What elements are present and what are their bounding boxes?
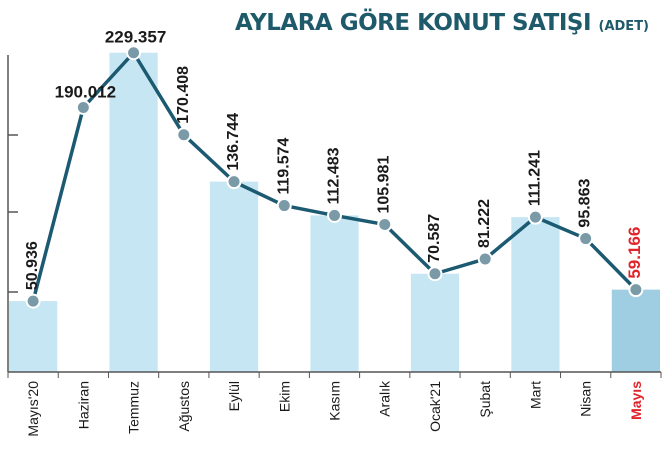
point-1 — [75, 100, 91, 116]
data-label-10: 111.241 — [526, 150, 543, 206]
data-label-2: 229.357 — [105, 28, 166, 47]
point-9 — [477, 251, 493, 267]
point-6 — [327, 207, 342, 223]
point-5 — [276, 198, 292, 214]
data-label-11: 95.863 — [577, 179, 594, 228]
data-label-4: 136.744 — [225, 113, 242, 171]
point-3 — [176, 127, 192, 143]
data-label-1: 190.012 — [55, 83, 116, 102]
x-tick-label-10: Mart — [527, 381, 543, 409]
data-label-3: 170.408 — [175, 66, 192, 124]
point-8 — [427, 266, 443, 282]
x-tick-label-3: Ağustos — [176, 381, 192, 432]
point-10 — [527, 209, 543, 225]
data-label-9: 81.222 — [476, 199, 493, 248]
point-4 — [226, 174, 242, 190]
x-tick-label-6: Kasım — [327, 381, 343, 421]
chart-title: AYLARA GÖRE KONUT SATIŞI (ADET) — [235, 10, 649, 36]
data-label-7: 105.981 — [376, 156, 393, 214]
point-2 — [126, 45, 142, 61]
band-8 — [410, 273, 460, 372]
band-0 — [9, 301, 58, 372]
band-2 — [109, 52, 158, 373]
x-tick-label-8: Ocak'21 — [427, 381, 443, 432]
x-tick-label-0: Mayıs'20 — [25, 381, 41, 437]
point-11 — [578, 231, 594, 247]
x-tick-label-1: Haziran — [75, 381, 91, 429]
chart-title-text: AYLARA GÖRE KONUT SATIŞI — [235, 10, 592, 36]
point-12 — [628, 282, 644, 298]
x-tick-label-5: Ekim — [276, 381, 292, 412]
band-6 — [310, 215, 359, 372]
data-label-0: 50.936 — [24, 241, 41, 290]
x-tick-label-4: Eylül — [226, 381, 242, 411]
x-tick-label-12: Mayıs — [628, 381, 644, 420]
band-4 — [209, 181, 259, 372]
data-label-5: 119.574 — [275, 137, 292, 194]
band-12 — [611, 289, 660, 372]
band-10 — [511, 217, 560, 372]
x-tick-label-2: Temmuz — [126, 381, 142, 434]
x-tick-label-9: Şubat — [477, 381, 493, 418]
x-tick-label-11: Nisan — [578, 381, 594, 417]
x-tick-label-7: Aralık — [377, 380, 393, 417]
data-label-12: 59.166 — [625, 227, 644, 279]
point-0 — [25, 293, 41, 309]
data-label-8: 70.587 — [426, 214, 443, 263]
point-7 — [377, 216, 393, 232]
data-label-6: 112.483 — [326, 147, 343, 204]
chart-title-unit: (ADET) — [598, 19, 649, 34]
